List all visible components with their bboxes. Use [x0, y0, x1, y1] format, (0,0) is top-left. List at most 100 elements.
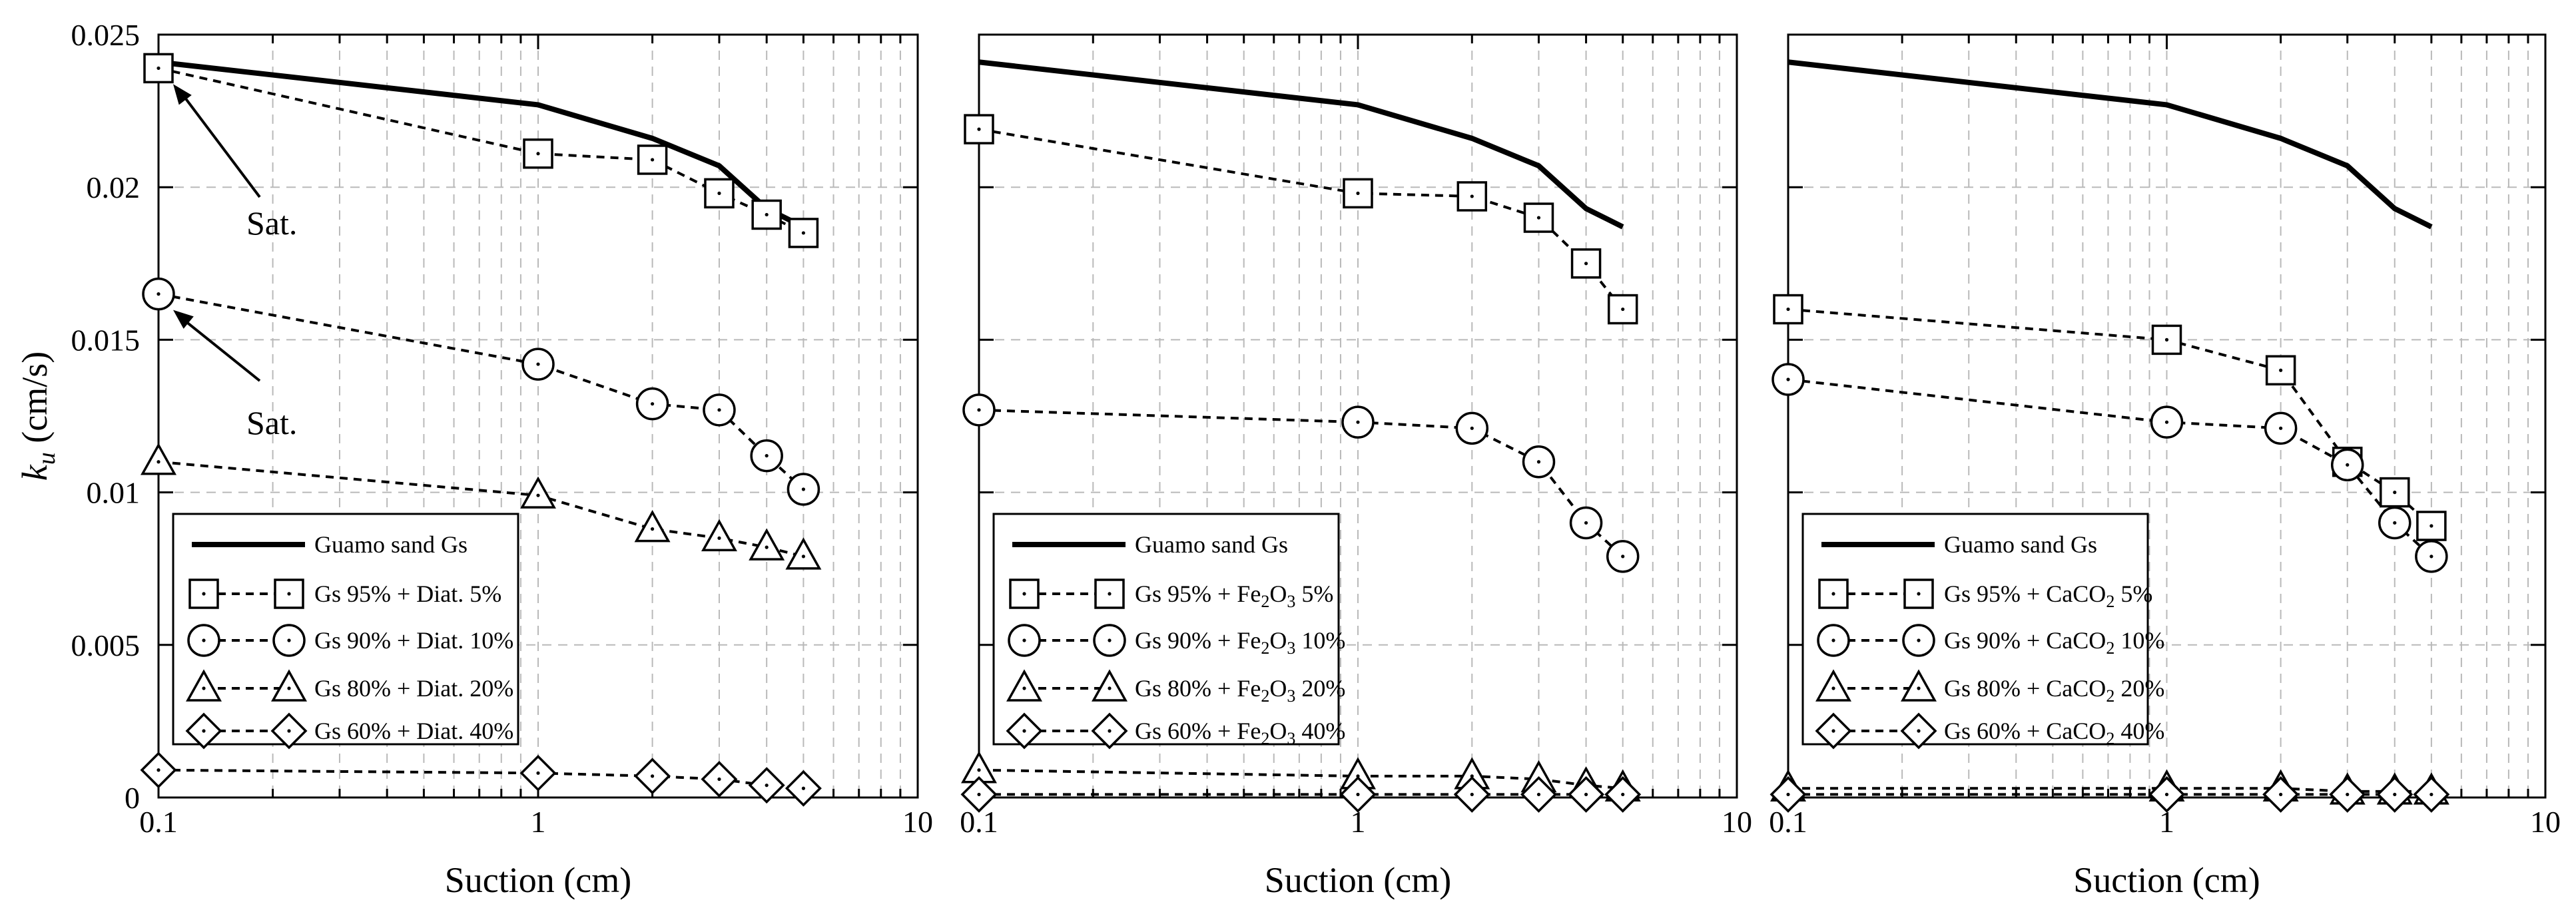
left-series-3-point-center [157, 460, 161, 464]
left-series-1-point-center [765, 212, 769, 217]
left-series-4-point [634, 758, 671, 795]
left-series-1-point-center [157, 66, 161, 71]
middle-series-4-point [1520, 776, 1557, 813]
left-legend-series-1-marker-left-center [202, 592, 206, 596]
right-series-2-line [1787, 378, 2433, 558]
middle-series-1-point [1523, 202, 1554, 233]
right-series-1-point-center [2164, 338, 2169, 341]
middle-legend-series-1-label-mid: O [1269, 580, 1287, 607]
sat-arrow-1 [178, 90, 261, 198]
right-legend-series-3-marker-right-center [1917, 686, 1921, 690]
right-legend-series-3-marker-left-center [1831, 686, 1835, 690]
left-series-2-point [142, 277, 175, 311]
right-x-tick-label: 1 [2159, 805, 2174, 839]
left-x-tick-label: 0.1 [139, 805, 178, 839]
middle-series-2-point-center [1356, 420, 1360, 424]
left-series-1-point-shape [143, 53, 174, 84]
left-legend-series-2-marker-left [187, 624, 220, 657]
left-legend-series-3-marker-right [271, 669, 307, 702]
right-legend-series-3-label-sub1: 2 [2106, 686, 2114, 706]
left-series-3-point-center [801, 555, 806, 559]
left-series-1-point [143, 53, 174, 84]
left-y-tick-label: 0.015 [71, 323, 141, 357]
left-legend-series-1-marker-right [274, 578, 304, 609]
left-series-4-point-center [717, 777, 721, 782]
middle-legend-series-1-marker-right [1094, 578, 1125, 609]
right-legend-series-2-label-prefix: Gs 90% + CaCO [1944, 627, 2106, 654]
middle-legend-series-3-label-sub1: 2 [1261, 686, 1269, 706]
left-series-4-point [748, 767, 785, 804]
right-legend-series-1-marker-left-center [1831, 592, 1835, 596]
middle-series-4-point-center [1470, 792, 1474, 797]
right-series-4-point [1770, 776, 1807, 813]
legend-layer: Guamo sand Gs Gs 95% + Diat. 5% Gs 90% + D… [172, 513, 2164, 750]
left-series-3-point-center [536, 493, 540, 497]
middle-legend-series-4-marker-left-center [1022, 729, 1026, 733]
right-legend-series-3-label: Gs 80% + CaCO2 20% [1944, 675, 2164, 706]
left-series-3-point-center [650, 527, 655, 531]
sat-annotation-2: Sat. [246, 404, 297, 441]
right-legend-series-4-label-sub1: 2 [2106, 729, 2114, 748]
middle-legend-series-4-marker-left [1006, 712, 1043, 750]
right-legend-series-2-marker-right-center [1917, 638, 1921, 642]
right-series-2-point-center [2164, 420, 2169, 424]
right-legend-series-3-marker-left [1815, 669, 1851, 702]
middle-legend-series-2-label-sub2: 3 [1287, 638, 1295, 658]
middle-series-2-point-center [977, 408, 981, 412]
middle-series-1-point [1343, 178, 1373, 209]
right-series-2-point-center [2346, 463, 2350, 467]
right-series-1-point-center [1786, 307, 1790, 312]
middle-series-4-point [960, 776, 998, 813]
middle-series-4-point [1568, 776, 1605, 813]
left-series-1-point-center [717, 191, 721, 195]
left-legend-series-4-marker-right-center [287, 729, 291, 733]
right-series-4-point-center [1786, 792, 1790, 797]
left-series-3-point [749, 528, 785, 561]
left-series-3-point-center [717, 536, 721, 540]
left-legend-series-3-label: Gs 80% + Diat. 20% [314, 675, 513, 702]
right-series-4-point-center [2429, 792, 2433, 797]
right-series-2-point-center [1786, 377, 1790, 381]
right-series-1-point [2265, 355, 2296, 385]
middle-x-axis-label: Suction (cm) [1265, 860, 1451, 900]
left-legend-series-4-marker-right [270, 712, 308, 750]
middle-legend-series-2-marker-left [1008, 624, 1041, 657]
right-legend-series-3-label-suffix: 20% [2114, 675, 2164, 702]
middle-series-4-point [1453, 776, 1490, 813]
middle-legend-series-3-marker-left [1006, 669, 1042, 702]
middle-series-4-point-center [1584, 792, 1588, 797]
middle-legend-series-1-marker-left-center [1022, 592, 1026, 596]
right-legend-reference-label: Guamo sand Gs [1944, 531, 2097, 558]
left-series-3-point-shape [634, 510, 671, 543]
middle-legend-series-3-label-sub2: 3 [1287, 686, 1295, 706]
left-series-2-point-center [765, 453, 769, 458]
left-series-1-point-center [801, 231, 806, 235]
left-y-tick-label: 0.02 [87, 170, 141, 204]
left-legend-series-3-marker-left-center [202, 686, 206, 690]
middle-series-2-point [1455, 411, 1489, 445]
right-series-4-point [2413, 776, 2450, 813]
right-legend-series-4-marker-left-center [1831, 729, 1835, 733]
middle-legend-series-3-marker-right [1092, 669, 1127, 702]
middle-legend-series-3-marker-left-center [1022, 686, 1026, 690]
left-series-1-point [523, 138, 553, 169]
middle-series-1-point-center [1356, 191, 1360, 195]
left-series-2-point [703, 393, 736, 427]
right-series-1-point [2416, 511, 2447, 541]
right-series-1-point-center [2279, 368, 2283, 372]
left-series-4-point [140, 752, 177, 789]
middle-series-1-point [964, 114, 994, 144]
middle-legend-series-3-label-suffix: 20% [1295, 675, 1345, 702]
left-series-2-point [521, 347, 555, 381]
middle-legend-series-4-label-prefix: Gs 60% + Fe [1135, 718, 1261, 744]
left-series-4-point-center [765, 784, 769, 788]
middle-series-1-point-center [1536, 216, 1541, 220]
middle-legend-box [992, 513, 1340, 746]
right-series-4-point [2329, 776, 2366, 813]
middle-legend-series-2-label-sub1: 2 [1261, 638, 1269, 658]
middle-legend-series-3-marker-left-shape [1006, 669, 1042, 702]
left-legend-series-1-label: Gs 95% + Diat. 5% [314, 580, 501, 607]
left-legend-series-4-marker-left [185, 712, 222, 750]
right-legend-series-1-label-sub1: 2 [2106, 592, 2114, 611]
